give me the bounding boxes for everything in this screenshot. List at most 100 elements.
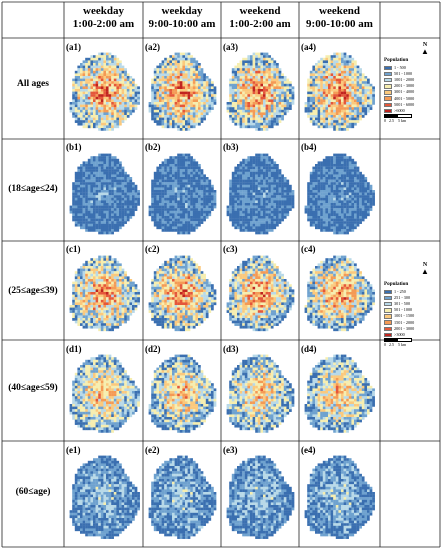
panel-label-d1: (d1) [66, 344, 82, 354]
legend-b-label: >3000 [394, 332, 405, 337]
legend-a-swatch [384, 108, 392, 114]
legend-a-swatch [384, 96, 392, 102]
density-map-d4 [304, 354, 375, 433]
density-map-d3 [226, 354, 295, 433]
panel-label-e2: (e2) [145, 445, 160, 455]
north-label-a: N [422, 42, 428, 48]
panel-label-a2: (a2) [145, 42, 160, 52]
legend-a-swatch [384, 77, 392, 83]
density-map-c2 [148, 255, 217, 332]
legend-a-item: 501 - 1000 [384, 71, 414, 77]
legend-a-label: 1 - 500 [394, 64, 406, 70]
legend-b-swatch [384, 314, 392, 319]
legend-a-label: >6000 [394, 108, 405, 113]
density-map-e3 [226, 455, 295, 539]
column-header-1-line2: 1:00-2:00 am [72, 18, 135, 30]
density-map-c1 [69, 255, 140, 332]
row-label-60-plus: (60≤age) [15, 487, 51, 497]
panel-label-c3: (c3) [223, 244, 238, 254]
panel-label-c4: (c4) [301, 244, 316, 254]
legend-a-item: 5001 - 6000 [384, 102, 414, 108]
legend-b-item: 251 - 300 [384, 295, 414, 301]
legend-b-label: 501 - 1000 [394, 307, 413, 313]
legend-a-swatch [384, 65, 392, 71]
scale-bar-b-graphic [384, 338, 412, 342]
panel-label-a3: (a3) [223, 42, 238, 52]
column-header-1: weekday 1:00-2:00 am [64, 5, 143, 31]
density-map-d2 [148, 354, 217, 433]
legend-a-item: 3001 - 4000 [384, 89, 414, 95]
legend-b-swatch [384, 326, 392, 332]
legend-a-label: 501 - 1000 [394, 70, 413, 76]
legend-population-b: Population 1 - 250 251 - 300 301 - 500 501 … [384, 281, 415, 338]
scale-bar-a-graphic [384, 114, 412, 118]
density-map-a3 [226, 52, 295, 131]
legend-b-title: Population [384, 281, 409, 287]
column-header-3-line1: weekend [239, 5, 281, 17]
legend-b-label: 1001 - 1500 [394, 313, 415, 319]
column-header-4: weekend 9:00-10:00 am [299, 5, 380, 31]
legend-a-item: 1 - 500 [384, 65, 414, 71]
legend-a-item: 1001 - 2000 [384, 77, 414, 83]
legend-b-item: >3000 [384, 332, 414, 338]
legend-a-label: 2001 - 3000 [394, 83, 415, 89]
map-panels [69, 52, 375, 539]
column-header-4-line1: weekend [319, 5, 360, 17]
legend-b-item: 501 - 1000 [384, 307, 414, 313]
legend-b-swatch [384, 295, 392, 301]
column-header-3: weekend 1:00-2:00 am [221, 5, 299, 31]
legend-b-item: 2001 - 3000 [384, 326, 414, 332]
column-header-4-line2: 9:00-10:00 am [306, 18, 373, 30]
legend-a-item: >6000 [384, 108, 414, 114]
legend-b-label: 1 - 250 [394, 288, 406, 294]
legend-a-item: 2001 - 3000 [384, 83, 414, 89]
legend-a-label: 5001 - 6000 [394, 101, 415, 107]
panel-label-b2: (b2) [145, 142, 161, 152]
panel-label-b1: (b1) [66, 142, 82, 152]
density-map-e1 [69, 455, 140, 539]
density-map-d1 [69, 354, 140, 433]
legend-b-label: 2001 - 3000 [394, 325, 415, 331]
density-map-a4 [304, 52, 375, 131]
column-header-2-line1: weekday [161, 5, 203, 17]
panel-label-b4: (b4) [301, 142, 317, 152]
scale-bar-a-label: 0 2.5 5 km [384, 118, 407, 123]
density-map-c4 [304, 255, 375, 332]
legend-a-label: 1001 - 2000 [394, 77, 415, 83]
density-map-c3 [226, 255, 295, 332]
row-label-40-59: (40≤age≤59) [8, 383, 58, 393]
legend-a-item: 4001 - 5000 [384, 96, 414, 102]
legend-b-label: 251 - 300 [394, 294, 411, 300]
north-label-b: N [422, 262, 428, 268]
scale-bar-a: 0 2.5 5 km [384, 114, 412, 123]
legend-a-label: 4001 - 5000 [394, 95, 415, 101]
panel-label-d2: (d2) [145, 344, 161, 354]
column-header-3-line2: 1:00-2:00 am [229, 18, 291, 30]
north-arrow-icon-b: ▲ [421, 267, 429, 276]
density-map-b2 [148, 153, 217, 235]
legend-population-a: Population 1 - 500 501 - 1000 1001 - 2000 2… [384, 57, 414, 114]
north-arrow-a: N ▲ [420, 42, 430, 56]
panel-label-a4: (a4) [301, 42, 316, 52]
density-map-a1 [69, 52, 140, 131]
panel-label-c2: (c2) [145, 244, 160, 254]
legend-b-swatch [384, 320, 392, 326]
panel-label-d3: (d3) [223, 344, 239, 354]
panel-label-b3: (b3) [223, 142, 239, 152]
legend-b-label: 1501 - 2000 [394, 319, 415, 325]
panel-label-d4: (d4) [301, 344, 317, 354]
density-map-e4 [304, 455, 375, 539]
legend-a-title: Population [384, 57, 409, 63]
density-map-b1 [69, 153, 140, 235]
panel-label-c1: (c1) [66, 244, 81, 254]
legend-b-item: 1001 - 1500 [384, 313, 414, 319]
legend-b-swatch [384, 301, 392, 307]
column-header-1-line1: weekday [83, 5, 124, 17]
scale-bar-b-label: 0 2.5 5 km [384, 342, 407, 347]
panel-label-e1: (e1) [66, 445, 81, 455]
legend-b-swatch [384, 308, 392, 313]
scale-bar-b: 0 2.5 5 km [384, 338, 412, 347]
legend-b-item: 1 - 250 [384, 289, 414, 295]
legend-b-swatch [384, 289, 392, 295]
density-map-a2 [148, 52, 217, 131]
